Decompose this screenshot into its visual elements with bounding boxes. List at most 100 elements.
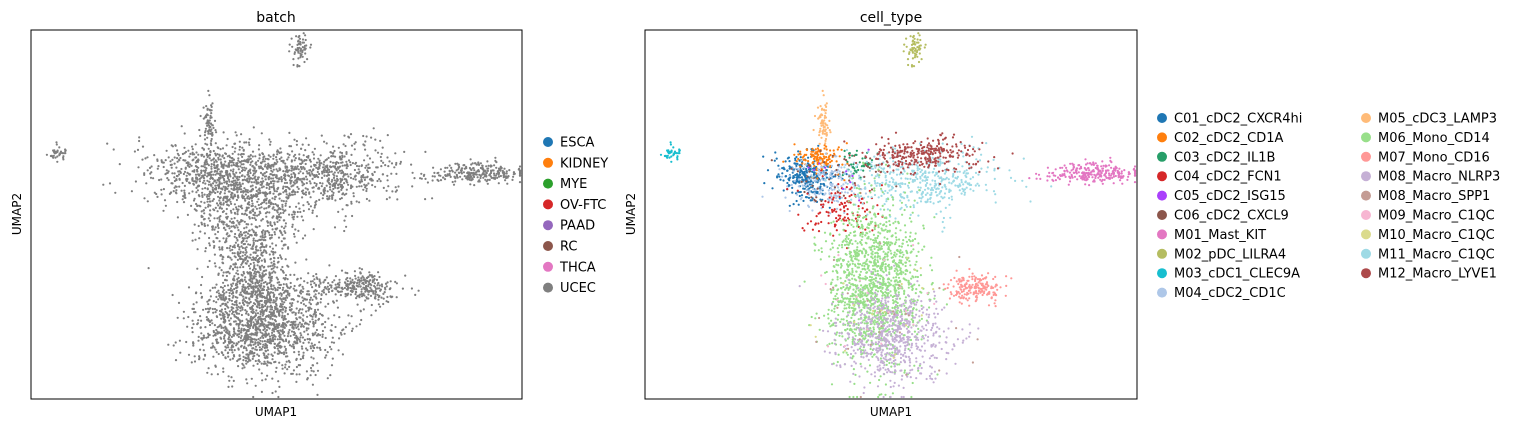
point [233, 235, 236, 238]
point [288, 213, 291, 216]
point [244, 340, 247, 343]
point [334, 275, 337, 278]
point [370, 136, 373, 139]
point [274, 390, 277, 393]
point [670, 150, 673, 153]
point [186, 177, 189, 181]
point [225, 233, 228, 236]
point [183, 170, 187, 173]
point [346, 163, 349, 166]
point [209, 307, 212, 310]
point [185, 174, 188, 177]
point [379, 305, 382, 308]
point [203, 222, 206, 225]
point [267, 200, 271, 203]
point [251, 150, 255, 153]
point [248, 217, 251, 220]
point [257, 261, 260, 264]
point [285, 193, 288, 196]
point [243, 342, 246, 345]
point [231, 145, 234, 149]
point [284, 162, 287, 165]
point [309, 160, 312, 163]
point [237, 327, 240, 330]
point [276, 324, 279, 327]
point [1046, 166, 1049, 169]
point [247, 355, 250, 358]
point [245, 251, 248, 254]
point [251, 277, 254, 280]
point [1084, 163, 1088, 166]
point [289, 334, 292, 338]
point [244, 234, 247, 237]
point [245, 240, 248, 243]
point [1065, 169, 1068, 172]
point [218, 220, 221, 223]
point [239, 306, 242, 310]
point [318, 159, 321, 162]
point [216, 224, 219, 227]
point [203, 138, 207, 141]
point [258, 189, 261, 192]
point [239, 278, 242, 282]
point [242, 153, 245, 156]
point [254, 233, 257, 236]
point [191, 145, 194, 148]
point [1109, 174, 1112, 177]
point [224, 319, 227, 323]
point [276, 326, 279, 329]
point [286, 296, 289, 299]
point [274, 203, 277, 206]
point [232, 310, 235, 313]
point [118, 163, 121, 166]
point [374, 287, 378, 290]
point [499, 169, 502, 172]
point [286, 197, 289, 200]
point [277, 260, 280, 263]
point [184, 196, 187, 199]
point [239, 250, 242, 253]
point [367, 297, 370, 300]
point [62, 156, 65, 159]
point [290, 372, 293, 375]
point [191, 148, 194, 151]
point [908, 51, 911, 54]
point [276, 352, 279, 355]
point [323, 186, 326, 190]
point [1103, 174, 1106, 177]
point [294, 48, 297, 51]
point [241, 246, 244, 250]
point [295, 205, 298, 208]
point [225, 217, 229, 220]
point [202, 155, 206, 158]
point [207, 332, 210, 335]
point [216, 146, 219, 149]
point [310, 342, 313, 345]
point [668, 156, 671, 159]
point [246, 333, 249, 337]
point [918, 48, 921, 51]
point [319, 181, 322, 185]
point [217, 204, 220, 207]
point [376, 151, 380, 154]
point [324, 356, 327, 359]
point [306, 58, 309, 61]
point [282, 161, 285, 164]
point [349, 277, 352, 280]
point [282, 286, 285, 289]
point [306, 188, 309, 191]
point [367, 182, 370, 185]
point [270, 308, 274, 311]
point [659, 153, 663, 156]
point [237, 221, 240, 224]
point [504, 179, 507, 182]
point [270, 261, 273, 264]
point [254, 384, 257, 387]
point [265, 355, 268, 358]
point [302, 354, 305, 357]
point [334, 161, 337, 164]
point [206, 119, 209, 122]
point [292, 168, 295, 171]
point [224, 307, 227, 311]
point [256, 327, 259, 331]
